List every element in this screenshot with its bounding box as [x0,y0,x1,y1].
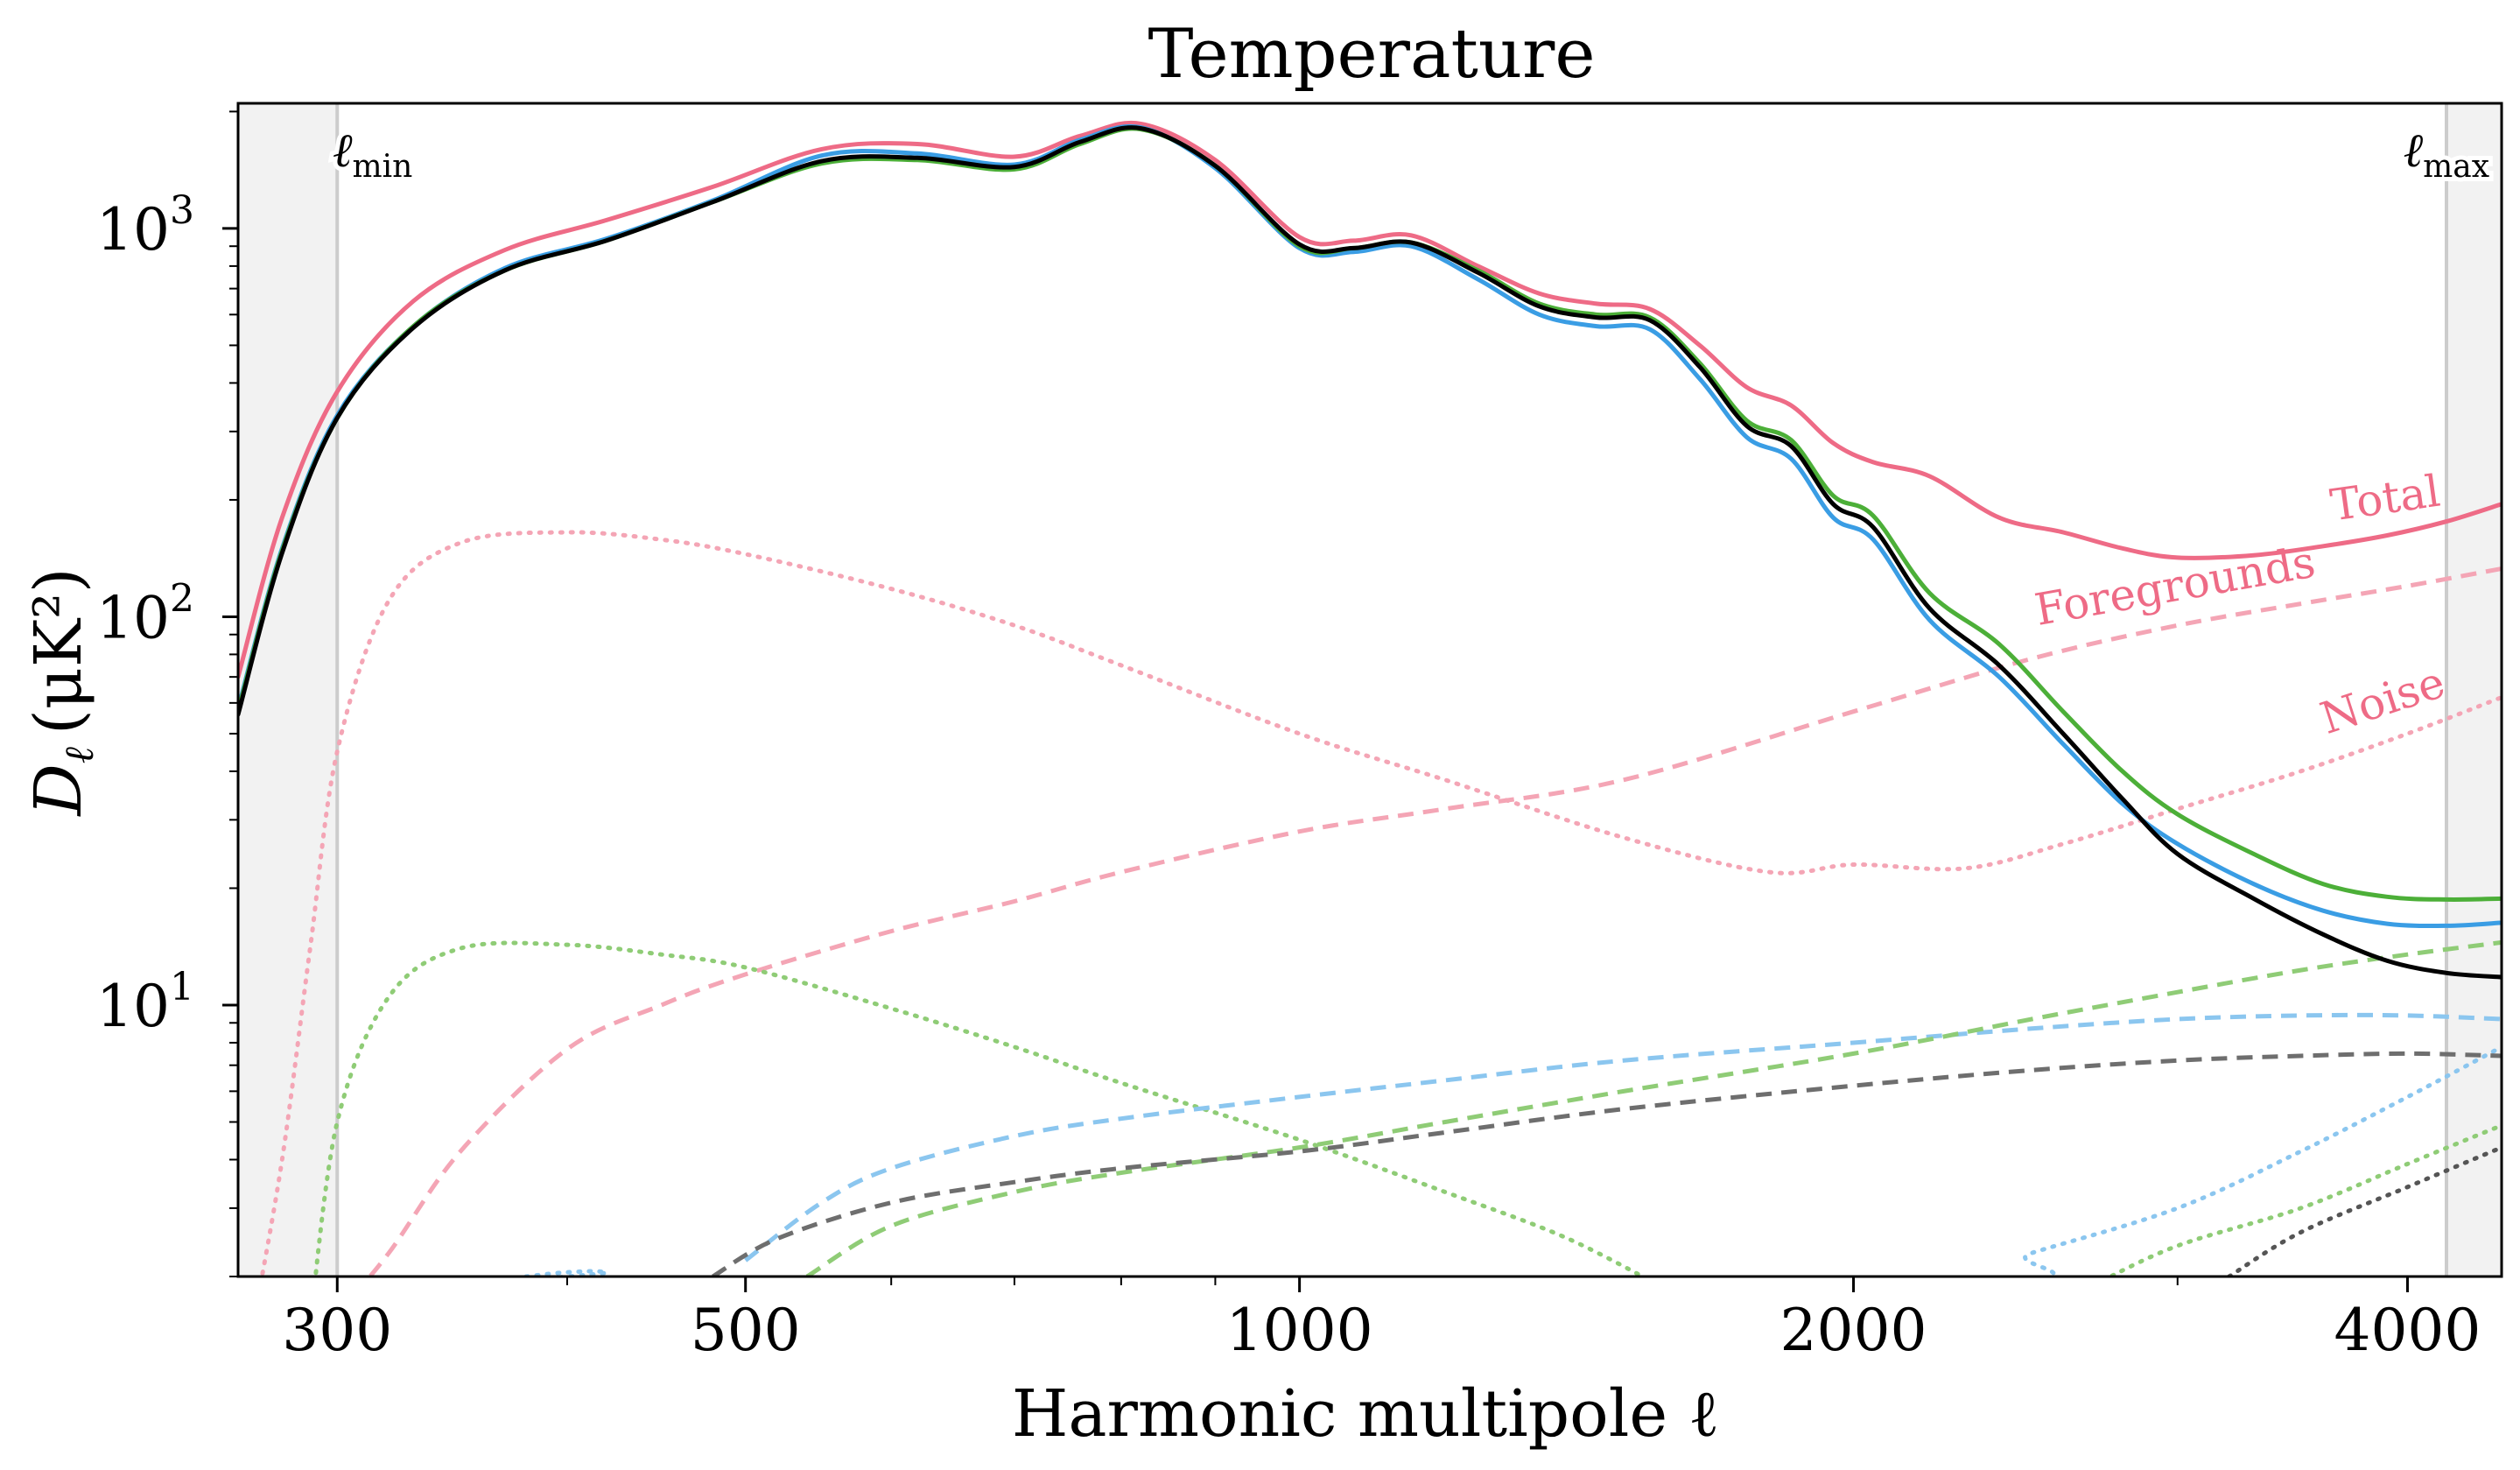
x-axis-label: Harmonic multipole ℓ [1012,1376,1719,1452]
series-line-4 [2105,1122,2502,1277]
y-tick-label: 103 [96,188,194,264]
series-line-12 [238,125,2502,980]
svg-text:Dℓ(μK²): Dℓ (μK²) [21,567,102,817]
lmax-label-symbol: ℓ [2404,123,2424,178]
y-axis-label-symbol: D [21,763,96,817]
series-line-5 [2227,1145,2502,1277]
chart-title: Temperature [1148,15,1596,94]
series-line-0 [367,566,2502,1277]
series-line-7 [805,939,2502,1277]
y-axis-label-units: (μK²) [21,567,96,735]
annotation-noise: Noise [2314,657,2451,744]
lmin-label: ℓmin [333,123,412,185]
x-tick-label: 4000 [2334,1297,2481,1364]
series-line-9 [238,120,2502,679]
lmin-label-sub: min [353,149,413,185]
plot-frame [236,102,2503,1278]
y-tick-label: 101 [96,965,194,1040]
excluded-region-high [2446,103,2502,1277]
series-line-3 [523,1044,2502,1277]
y-tick-label: 102 [96,576,194,651]
lmin-label-symbol: ℓ [333,123,353,178]
y-axis-label: Dℓ (μK²) [21,567,102,817]
x-tick-label: 2000 [1780,1297,1927,1364]
ticks-layer: 300 500 1000 2000 4000 101 102 103 [96,110,2481,1364]
annotations-layer: Total Foregrounds Noise [2031,466,2451,744]
lmax-label: ℓmax [2404,123,2489,185]
series-line-1 [259,530,2502,1277]
annotation-foregrounds: Foregrounds [2031,537,2319,636]
series-layer [238,120,2502,1277]
excluded-region-low [238,103,338,1277]
y-axis-label-subscript: ℓ [55,746,102,763]
series-line-6 [744,1012,2502,1263]
x-tick-label: 300 [282,1297,392,1364]
lmax-label-sub: max [2423,149,2489,185]
series-line-2 [312,940,1647,1277]
series-line-8 [712,1051,2502,1277]
annotation-total: Total [2327,466,2443,531]
x-tick-label: 500 [691,1297,801,1364]
x-tick-label: 1000 [1226,1297,1373,1364]
